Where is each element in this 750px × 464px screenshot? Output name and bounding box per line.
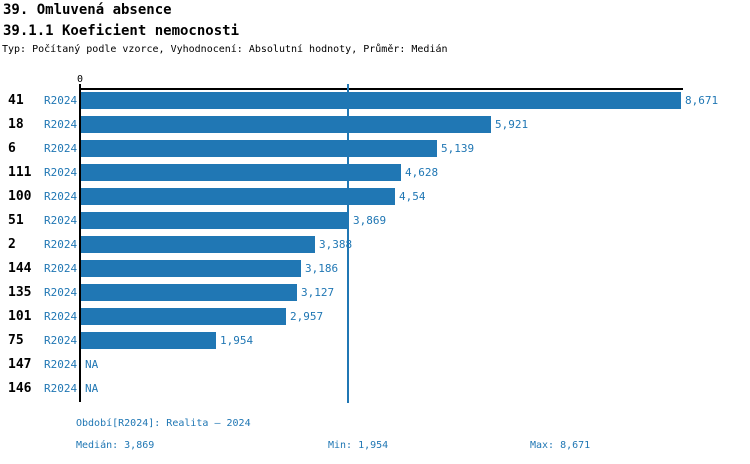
period-info: Období[R2024]: Realita – 2024 [76, 418, 251, 429]
value-label: NA [85, 382, 99, 395]
period-label: R2024 [44, 118, 78, 131]
x-axis-line [80, 88, 683, 90]
period-label: R2024 [44, 142, 78, 155]
value-label: NA [85, 358, 99, 371]
chart-row: 51 R2024 3,869 [0, 212, 750, 229]
bar [81, 236, 315, 253]
chart-title: 39.1.1 Koeficient nemocnosti [3, 23, 240, 39]
chart-row: 101 R2024 2,957 [0, 308, 750, 325]
period-label: R2024 [44, 334, 78, 347]
period-label: R2024 [44, 166, 78, 179]
value-label: 1,954 [220, 334, 254, 347]
period-label: R2024 [44, 238, 78, 251]
value-label: 5,921 [495, 118, 529, 131]
value-label: 3,869 [353, 214, 387, 227]
value-label: 3,127 [301, 286, 335, 299]
category-label: 144 [8, 261, 32, 276]
period-label: R2024 [44, 94, 78, 107]
category-label: 100 [8, 189, 32, 204]
bar [81, 212, 349, 229]
bar [81, 164, 401, 181]
max-stat: Max: 8,671 [530, 440, 591, 451]
chart-row: 111 R2024 4,628 [0, 164, 750, 181]
value-label: 8,671 [685, 94, 719, 107]
period-label: R2024 [44, 310, 78, 323]
category-label: 75 [8, 333, 24, 348]
chart-row: 147 R2024 NA [0, 356, 750, 373]
bar [81, 92, 681, 109]
chart-meta-info: Typ: Počítaný podle vzorce, Vyhodnocení:… [2, 44, 448, 55]
category-label: 2 [8, 237, 16, 252]
value-label: 3,388 [319, 238, 353, 251]
period-label: R2024 [44, 358, 78, 371]
category-label: 147 [8, 357, 32, 372]
min-stat: Min: 1,954 [328, 440, 389, 451]
chart-row: 144 R2024 3,186 [0, 260, 750, 277]
median-stat: Medián: 3,869 [76, 440, 155, 451]
category-label: 18 [8, 117, 24, 132]
chart-row: 41 R2024 8,671 [0, 92, 750, 109]
category-label: 51 [8, 213, 24, 228]
chart-row: 2 R2024 3,388 [0, 236, 750, 253]
bar [81, 308, 286, 325]
bar [81, 140, 437, 157]
bar [81, 260, 301, 277]
x-axis-zero-label: 0 [76, 74, 84, 85]
value-label: 4,54 [399, 190, 426, 203]
period-label: R2024 [44, 382, 78, 395]
value-label: 5,139 [441, 142, 475, 155]
bar [81, 116, 491, 133]
report-title: 39. Omluvená absence [3, 2, 172, 18]
chart-row: 75 R2024 1,954 [0, 332, 750, 349]
chart-row: 6 R2024 5,139 [0, 140, 750, 157]
bar [81, 284, 297, 301]
period-label: R2024 [44, 262, 78, 275]
category-label: 111 [8, 165, 32, 180]
period-label: R2024 [44, 286, 78, 299]
chart-row: 135 R2024 3,127 [0, 284, 750, 301]
bar [81, 188, 395, 205]
chart-row: 18 R2024 5,921 [0, 116, 750, 133]
value-label: 4,628 [405, 166, 439, 179]
y-axis-line [79, 84, 81, 402]
bar [81, 332, 216, 349]
value-label: 2,957 [290, 310, 324, 323]
median-line [347, 84, 349, 403]
category-label: 146 [8, 381, 32, 396]
category-label: 6 [8, 141, 16, 156]
category-label: 41 [8, 93, 24, 108]
category-label: 101 [8, 309, 32, 324]
category-label: 135 [8, 285, 32, 300]
period-label: R2024 [44, 190, 78, 203]
chart-row: 100 R2024 4,54 [0, 188, 750, 205]
chart-row: 146 R2024 NA [0, 380, 750, 397]
period-label: R2024 [44, 214, 78, 227]
value-label: 3,186 [305, 262, 339, 275]
